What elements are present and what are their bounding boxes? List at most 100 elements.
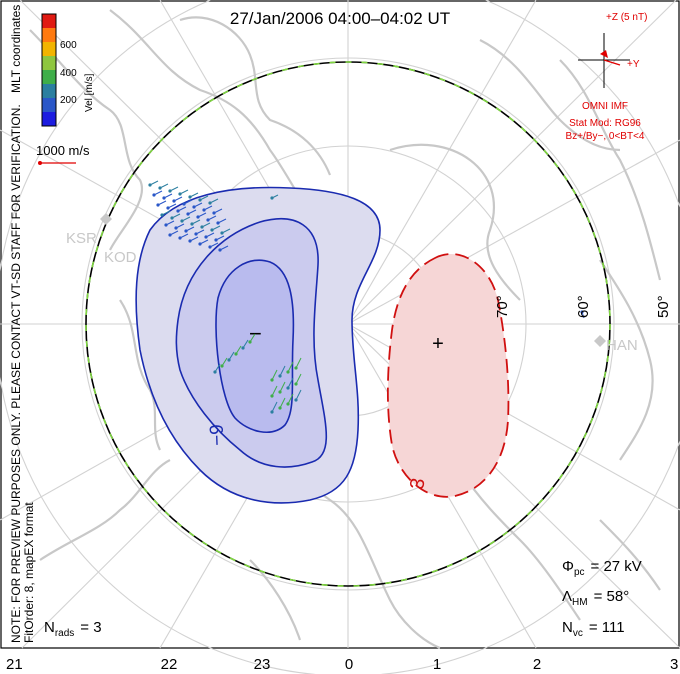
mlt-label-23: 23 [253,656,271,673]
velocity-vector-origin [204,235,208,239]
phi-pc-stat: Φpc = 27 kV [562,558,642,578]
velocity-vector-origin [212,211,216,215]
velocity-vector-origin [206,218,210,222]
positive-cell [386,253,510,498]
velocity-vector-origin [198,242,202,246]
mlt-label-22: 22 [160,656,178,673]
velocity-vector-origin [214,238,218,242]
positive-contour-label: 3 [406,476,430,491]
mlt-label-3: 3 [670,656,679,673]
velocity-vector-origin [286,402,290,406]
velocity-vector-origin [220,231,224,235]
velocity-vector-origin [248,340,252,344]
velocity-vector-origin [162,196,166,200]
n-vc-stat: Nvc = 111 [562,619,625,639]
velocity-vector [295,389,302,401]
velocity-vector [271,385,278,397]
imf-clock [578,33,630,88]
velocity-vector-origin [270,196,274,200]
velocity-vector-origin [168,233,172,237]
velocity-vector-origin [152,193,156,197]
colorbar-segment [42,14,56,29]
mlt-label-1: 1 [432,656,442,673]
velocity-vector-origin [210,228,214,232]
mlt-coordinates-note: MLT coordinates [9,5,23,93]
colorbar-tick-200: 200 [60,95,77,106]
velocity-vector-origin [213,370,217,374]
mlt-label-2: 2 [532,656,542,673]
velocity-vector-origin [184,229,188,233]
mlt-label-21: 21 [6,656,23,673]
velocity-vectors [148,180,585,414]
colorbar-segment [42,28,56,43]
radar-sites [100,213,606,347]
velocity-vector-origin [208,245,212,249]
velocity-vector-origin [270,410,274,414]
latitude-label-70: 70° [494,295,511,318]
mlt-label-0: 0 [344,656,354,673]
velocity-vector-origin [218,248,222,252]
map-statistics: Φpc = 27 kV ΛHM = 58° Nvc = 111 Nrads = 3 [44,558,642,639]
velocity-vector-origin [164,223,168,227]
velocity-vector-origin [166,206,170,210]
velocity-vector-origin [168,189,172,193]
imf-plus-z: +Z (5 nT) [606,12,647,23]
colorbar-tick-400: 400 [60,68,77,79]
velocity-vector-origin [286,370,290,374]
velocity-vector-origin [190,222,194,226]
velocity-vector-origin [178,192,182,196]
colorbar-segment [42,70,56,85]
hm-boundary-green [85,61,611,587]
colorbar-segment [42,112,56,127]
velocity-vector [279,365,286,377]
velocity-vector-origin [178,236,182,240]
velocity-vector-origin [208,201,212,205]
velocity-vector-origin [188,239,192,243]
velocity-vector-origin [196,215,200,219]
velocity-vector [279,397,286,409]
velocity-vector-origin [278,406,282,410]
velocity-vector-origin [198,198,202,202]
velocity-vector-origin [148,183,152,187]
velocity-vector-origin [200,225,204,229]
velocity-vector-origin [294,382,298,386]
colorbar-segment [42,56,56,71]
velocity-vector-origin [294,398,298,402]
velocity-vector-origin [294,366,298,370]
velocity-vector [279,381,286,393]
negative-cell-inner [215,259,295,433]
velocity-vector-origin [172,199,176,203]
color-bar [41,13,57,127]
reference-vector-label: 1000 m/s [36,143,90,158]
velocity-vector [271,401,278,413]
velocity-vector [295,357,302,369]
fit-order-note: FitOrder: 8, mapEX format [22,502,36,643]
velocity-vector [287,377,294,389]
colorbar-segment [42,84,56,99]
velocity-vector-origin [158,186,162,190]
velocity-vector [295,373,302,385]
velocity-vector-origin [186,212,190,216]
velocity-vector-origin [270,394,274,398]
velocity-vector-origin [241,346,245,350]
velocity-vector-origin [194,232,198,236]
velocity-vector-origin [170,216,174,220]
map-title: 27/Jan/2006 04:00–04:02 UT [229,9,451,28]
colorbar-label: Vel [m/s] [84,73,95,112]
velocity-vector-origin [580,310,584,314]
imf-source: OMNI IMF [582,101,628,112]
colorbar-segment [42,42,56,57]
velocity-vector-origin [234,352,238,356]
velocity-vector-origin [160,213,164,217]
velocity-vector-origin [188,195,192,199]
potential-minimum-mark: − [249,321,262,346]
latitude-label-50: 50° [655,295,672,318]
lambda-hm-stat: ΛHM = 58° [562,588,629,608]
latitude-label-60: 60° [575,295,592,318]
colorbar-tick-600: 600 [60,40,77,51]
velocity-vector-origin [182,202,186,206]
velocity-vector [287,393,294,405]
imf-plus-y: +Y [627,59,640,70]
velocity-vector-origin [278,390,282,394]
radar-site-marker [594,335,606,347]
